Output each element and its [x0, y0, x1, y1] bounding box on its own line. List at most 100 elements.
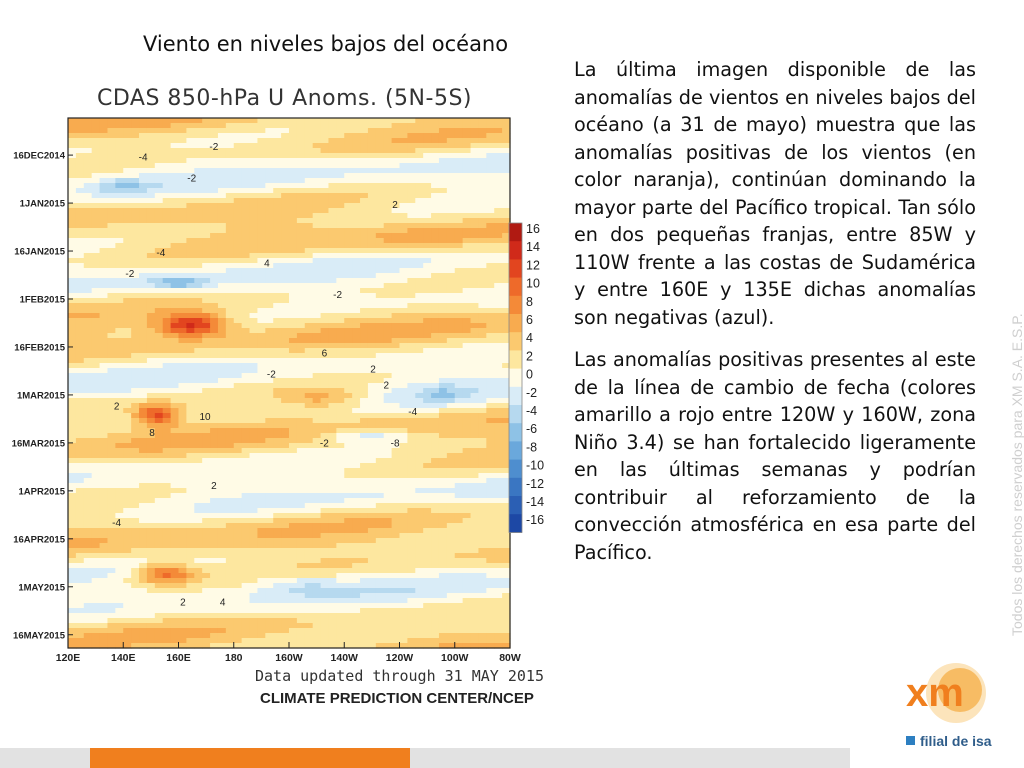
heatmap-cell [194, 248, 203, 254]
heatmap-cell [194, 213, 203, 219]
heatmap-cell [107, 543, 116, 549]
heatmap-cell [170, 463, 180, 469]
heatmap-cell [257, 378, 266, 384]
heatmap-cell [304, 148, 314, 154]
heatmap-cell [249, 153, 259, 159]
heatmap-cell [336, 218, 345, 224]
heatmap-cell [131, 398, 140, 404]
heatmap-cell [131, 338, 140, 344]
heatmap-cell [75, 423, 85, 429]
heatmap-cell [304, 258, 314, 264]
heatmap-cell [83, 358, 93, 364]
heatmap-cell [470, 358, 480, 364]
heatmap-cell [281, 228, 290, 234]
heatmap-cell [257, 283, 266, 289]
heatmap-cell [407, 218, 416, 224]
heatmap-cell [194, 473, 203, 479]
heatmap-cell [178, 238, 187, 244]
heatmap-cell [462, 548, 472, 554]
heatmap-cell [146, 323, 156, 329]
heatmap-cell [407, 128, 416, 134]
heatmap-cell [273, 168, 282, 174]
heatmap-cell [131, 378, 140, 384]
heatmap-cell [217, 393, 227, 399]
heatmap-cell [241, 408, 251, 414]
heatmap-cell [99, 383, 109, 389]
heatmap-cell [494, 288, 503, 294]
heatmap-cell [162, 253, 172, 259]
heatmap-cell [170, 478, 180, 484]
heatmap-cell [154, 423, 164, 429]
heatmap-cell [202, 223, 211, 229]
heatmap-cell [75, 283, 85, 289]
heatmap-cell [225, 118, 235, 124]
heatmap-cell [107, 453, 116, 459]
heatmap-cell [304, 393, 314, 399]
heatmap-cell [352, 548, 361, 554]
heatmap-cell [486, 508, 495, 514]
heatmap-cell [383, 508, 393, 514]
heatmap-cell [344, 238, 353, 244]
heatmap-cell [75, 353, 85, 359]
heatmap-cell [423, 228, 432, 234]
heatmap-cell [328, 513, 337, 519]
heatmap-cell [367, 203, 377, 209]
heatmap-cell [438, 378, 448, 384]
heatmap-cell [154, 348, 164, 354]
heatmap-cell [367, 173, 377, 179]
heatmap-cell [415, 373, 424, 379]
heatmap-cell [391, 123, 401, 129]
heatmap-cell [344, 503, 353, 509]
heatmap-cell [83, 413, 93, 419]
heatmap-cell [486, 343, 495, 349]
heatmap-cell [367, 448, 377, 454]
heatmap-cell [131, 208, 140, 214]
heatmap-cell [289, 468, 298, 474]
heatmap-cell [83, 298, 93, 304]
heatmap-cell [438, 273, 448, 279]
heatmap-cell [146, 553, 156, 559]
heatmap-cell [470, 138, 480, 144]
heatmap-cell [154, 123, 164, 129]
heatmap-cell [139, 168, 148, 174]
heatmap-cell [454, 188, 464, 194]
heatmap-cell [217, 173, 227, 179]
heatmap-cell [494, 133, 503, 139]
heatmap-cell [462, 238, 472, 244]
heatmap-cell [162, 128, 172, 134]
heatmap-cell [75, 298, 85, 304]
heatmap-cell [391, 378, 401, 384]
heatmap-cell [202, 428, 211, 434]
heatmap-cell [304, 133, 314, 139]
heatmap-cell [454, 498, 464, 504]
heatmap-cell [423, 458, 432, 464]
heatmap-cell [123, 168, 132, 174]
heatmap-cell [296, 178, 306, 184]
heatmap-cell [241, 468, 251, 474]
heatmap-cell [415, 143, 424, 149]
heatmap-cell [391, 408, 401, 414]
heatmap-cell [399, 393, 408, 399]
heatmap-cell [265, 168, 274, 174]
heatmap-cell [360, 128, 369, 134]
heatmap-cell [273, 308, 282, 314]
heatmap-cell [91, 228, 101, 234]
heatmap-cell [478, 488, 487, 494]
heatmap-cell [273, 158, 282, 164]
heatmap-cell [494, 463, 503, 469]
heatmap-cell [115, 563, 124, 569]
heatmap-cell [178, 218, 187, 224]
heatmap-cell [273, 203, 282, 209]
heatmap-cell [91, 203, 101, 209]
heatmap-cell [328, 273, 337, 279]
heatmap-cell [360, 508, 369, 514]
heatmap-cell [399, 323, 408, 329]
heatmap-cell [399, 133, 408, 139]
heatmap-cell [399, 488, 408, 494]
heatmap-cell [233, 458, 243, 464]
heatmap-cell [304, 503, 314, 509]
heatmap-cell [154, 158, 164, 164]
heatmap-cell [170, 163, 180, 169]
heatmap-cell [360, 208, 369, 214]
heatmap-cell [123, 318, 132, 324]
